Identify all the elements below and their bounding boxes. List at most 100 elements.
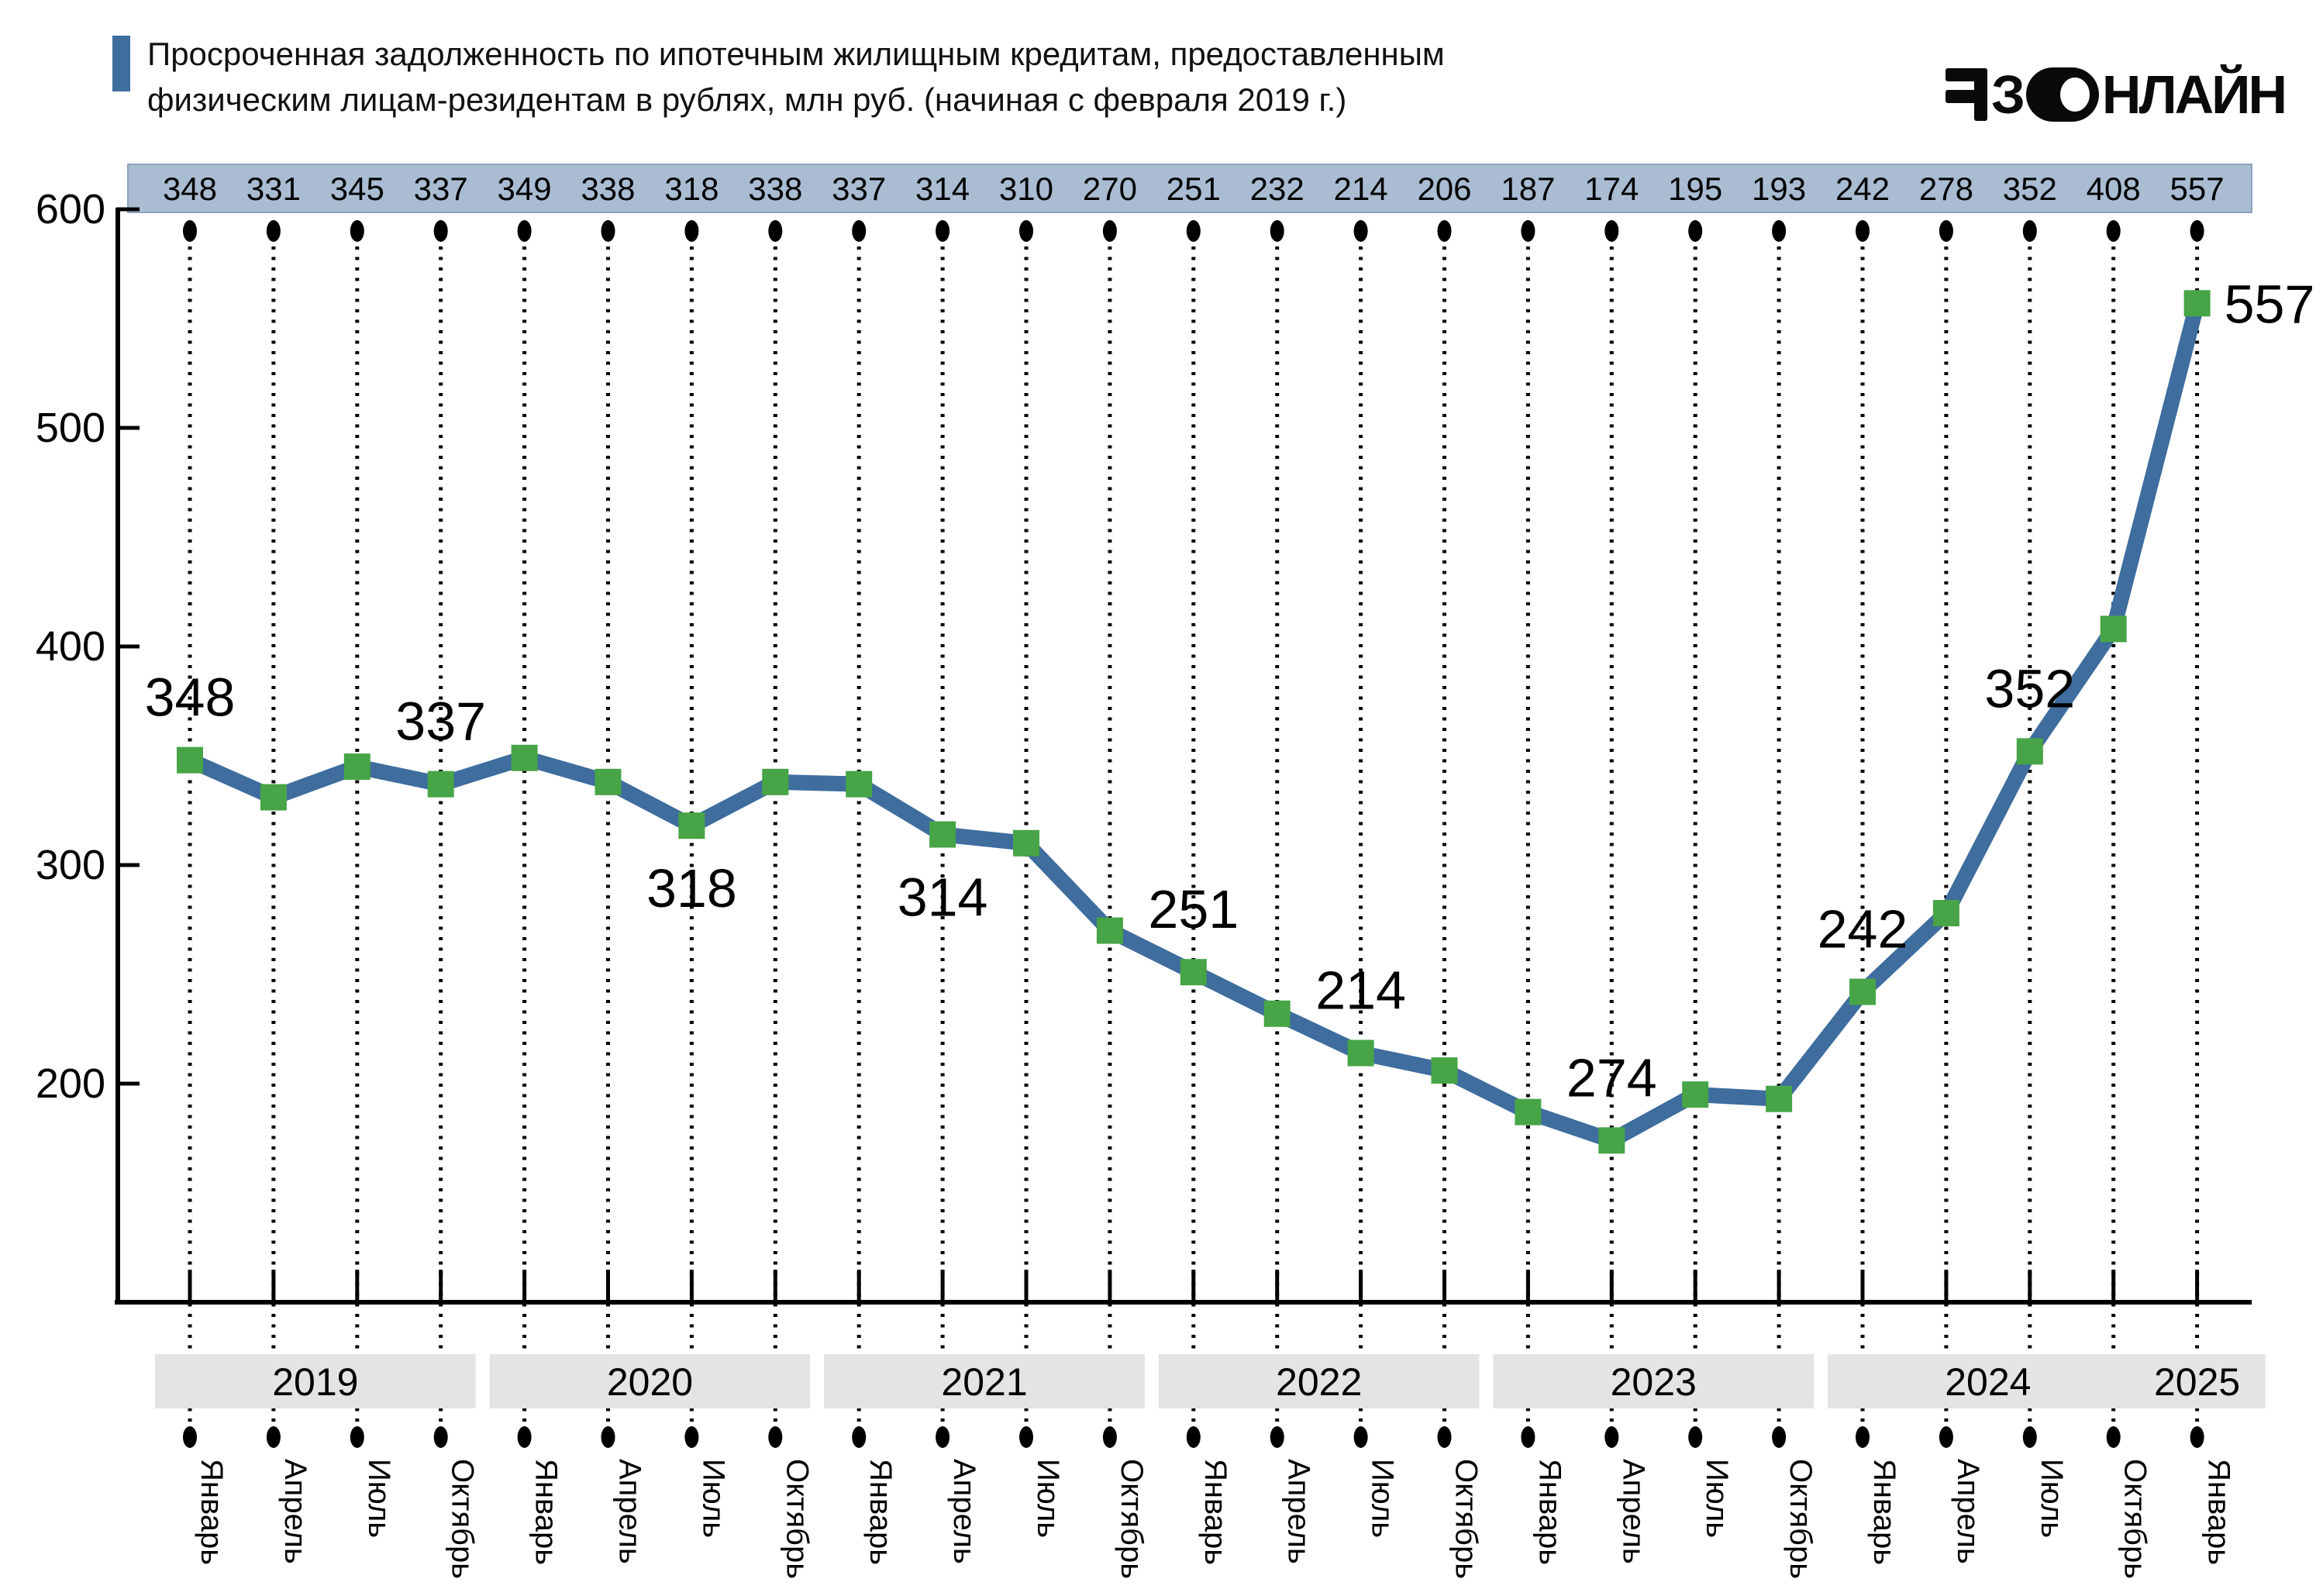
chart-title: Просроченная задолженность по ипотечным … [147, 31, 1445, 122]
month-label: Январь [2202, 1459, 2236, 1565]
data-point-marker [1682, 1081, 1709, 1108]
column-dot-top [1772, 220, 1787, 242]
column-dot-top [601, 220, 615, 242]
year-band [2128, 1354, 2266, 1408]
column-dot-top [852, 220, 867, 242]
column-dot-bottom [1688, 1426, 1703, 1448]
month-label: Октябрь [1115, 1459, 1149, 1579]
column-dot-bottom [517, 1426, 532, 1448]
month-label: Апрель [613, 1459, 647, 1564]
logo-a-glyph-icon [1946, 68, 1988, 121]
strip-value: 331 [246, 171, 301, 207]
data-point-marker [1180, 959, 1207, 986]
column-dot-bottom [1772, 1426, 1787, 1448]
data-label: 251 [1148, 879, 1239, 939]
month-label: Июль [2035, 1459, 2069, 1538]
strip-value: 318 [664, 171, 719, 207]
month-label: Июль [696, 1459, 730, 1538]
strip-value: 408 [2087, 171, 2141, 207]
logo-o-eye-icon [2025, 67, 2099, 122]
year-band [1158, 1354, 1480, 1408]
month-label: Январь [1198, 1459, 1232, 1565]
strip-value: 242 [1835, 171, 1890, 207]
column-dot-top [1688, 220, 1703, 242]
strip-value: 174 [1584, 171, 1639, 207]
strip-value: 278 [1919, 171, 1973, 207]
data-point-marker [343, 753, 370, 781]
column-dot-bottom [601, 1426, 615, 1448]
data-line [182, 295, 2205, 1149]
column-dot-bottom [350, 1426, 364, 1448]
column-dot-top [1856, 220, 1870, 242]
month-label: Октябрь [2118, 1459, 2152, 1579]
az-online-logo: З НЛАЙН [1946, 64, 2287, 126]
data-point-marker [2100, 615, 2127, 643]
column-dot-top [1353, 220, 1368, 242]
strip-value: 337 [832, 171, 886, 207]
month-label: Июль [1031, 1459, 1065, 1538]
month-label: Июль [1700, 1459, 1734, 1538]
month-label: Январь [1867, 1459, 1901, 1565]
column-dot-bottom [684, 1426, 699, 1448]
data-label: 348 [145, 667, 236, 728]
month-label: Июль [362, 1459, 396, 1538]
data-point-marker [1598, 1127, 1625, 1154]
column-dot-bottom [1521, 1426, 1535, 1448]
strip-value: 314 [915, 171, 970, 207]
strip-value: 557 [2170, 171, 2225, 207]
column-dot-bottom [1186, 1426, 1201, 1448]
column-dot-bottom [1856, 1426, 1870, 1448]
data-point-marker [1013, 829, 1039, 857]
month-label: Июль [1366, 1459, 1400, 1538]
strip-value: 352 [2003, 171, 2057, 207]
data-point-marker [1766, 1085, 1793, 1112]
data-point-marker [1849, 978, 1876, 1005]
data-label: 314 [898, 867, 988, 928]
month-label: Апрель [1282, 1459, 1316, 1564]
column-dot-bottom [936, 1426, 950, 1448]
month-label: Январь [195, 1459, 229, 1565]
year-band [1493, 1354, 1815, 1408]
data-point-marker [2183, 290, 2211, 317]
column-dot-top [768, 220, 783, 242]
year-label: 2025 [2154, 1360, 2240, 1404]
data-label: 557 [2225, 274, 2315, 334]
y-tick-label: 400 [36, 623, 105, 670]
column-dot-bottom [183, 1426, 197, 1448]
year-label: 2019 [272, 1360, 358, 1404]
logo-online-text: НЛАЙН [2101, 64, 2287, 125]
strip-value: 349 [498, 171, 552, 207]
year-label: 2021 [941, 1360, 1027, 1404]
column-dot-top [1437, 220, 1452, 242]
strip-value: 345 [330, 171, 384, 207]
chart-title-line1: Просроченная задолженность по ипотечным … [147, 36, 1445, 72]
data-point-marker [260, 784, 287, 811]
column-dot-bottom [2190, 1426, 2204, 1448]
year-band [155, 1354, 476, 1408]
year-label: 2023 [1611, 1360, 1697, 1404]
data-point-marker [929, 821, 956, 848]
data-point-marker [427, 770, 454, 798]
month-label: Октябрь [446, 1459, 480, 1579]
data-point-marker [1515, 1098, 1542, 1125]
chart-title-line2: физическим лицам-резидентам в рублях, мл… [147, 81, 1347, 118]
data-label: 337 [395, 691, 486, 752]
month-label: Апрель [278, 1459, 312, 1564]
column-dot-top [936, 220, 950, 242]
strip-value: 338 [748, 171, 802, 207]
column-dot-top [266, 220, 281, 242]
column-dot-bottom [1604, 1426, 1619, 1448]
data-point-marker [1431, 1057, 1458, 1084]
data-label: 318 [646, 858, 737, 919]
column-dot-top [183, 220, 197, 242]
column-dot-top [1102, 220, 1117, 242]
strip-value: 187 [1501, 171, 1555, 207]
column-dot-top [2190, 220, 2204, 242]
month-label: Октябрь [1449, 1459, 1484, 1579]
y-tick-label: 200 [36, 1060, 105, 1107]
data-point-marker [1347, 1039, 1374, 1067]
y-tick-label: 300 [36, 842, 105, 888]
strip-value: 251 [1167, 171, 1221, 207]
column-dot-bottom [768, 1426, 783, 1448]
